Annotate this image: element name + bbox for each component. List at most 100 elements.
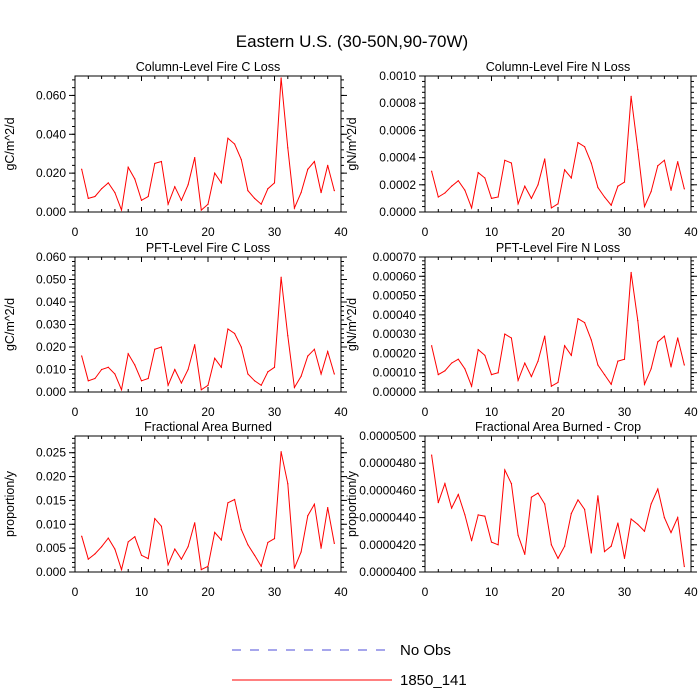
data-point	[497, 372, 499, 374]
data-point	[120, 209, 123, 211]
data-point	[637, 523, 639, 526]
data-point	[497, 544, 499, 546]
data-point	[220, 182, 222, 184]
data-point	[154, 162, 156, 165]
data-point	[444, 192, 446, 194]
data-point	[437, 502, 439, 504]
data-point	[490, 541, 493, 543]
data-point	[187, 184, 189, 186]
data-point	[207, 203, 209, 205]
data-point	[313, 503, 315, 505]
data-point	[610, 204, 612, 206]
chart-panel-5: Fractional Area Burned proportion/y 0 10 20 3…	[3, 420, 348, 599]
data-point	[101, 546, 103, 548]
y-tick-label: 0.0002	[379, 178, 416, 192]
data-point	[200, 569, 202, 571]
data-point	[320, 191, 322, 194]
x-tick-label: 0	[422, 585, 429, 599]
data-point	[280, 451, 282, 453]
data-point	[240, 158, 242, 161]
data-point	[313, 348, 315, 350]
x-tick-label: 30	[618, 585, 632, 599]
x-tick-label: 30	[268, 585, 282, 599]
data-point	[101, 188, 103, 190]
data-point	[451, 507, 453, 509]
y-tick-label: 0.0010	[379, 69, 416, 83]
plot-frame	[424, 256, 692, 393]
y-tick-label: 0.020	[36, 340, 66, 354]
data-point	[577, 499, 579, 501]
data-point	[550, 385, 552, 387]
y-tick-label: 0.010	[36, 517, 66, 531]
data-point	[114, 373, 116, 375]
data-point	[464, 368, 466, 370]
data-point	[643, 205, 646, 208]
data-point	[107, 366, 109, 368]
data-point	[107, 537, 109, 539]
data-point	[657, 341, 659, 343]
data-point	[247, 544, 249, 546]
data-point	[134, 364, 136, 366]
data-point	[650, 368, 652, 370]
data-point	[227, 137, 229, 139]
data-point	[557, 557, 559, 560]
data-point	[200, 389, 202, 391]
data-point	[564, 169, 566, 171]
data-point	[267, 541, 269, 544]
data-point	[154, 348, 156, 350]
data-point	[327, 506, 329, 509]
data-point	[637, 320, 639, 322]
data-point	[287, 335, 289, 337]
x-tick-label: 0	[72, 225, 79, 239]
x-tick-label: 20	[201, 225, 215, 239]
x-tick-label: 0	[422, 225, 429, 239]
data-point	[87, 197, 89, 199]
data-point	[537, 360, 539, 362]
data-point	[590, 552, 592, 554]
data-point	[327, 350, 329, 353]
data-point	[537, 492, 539, 494]
data-point	[477, 171, 479, 174]
data-point	[464, 514, 466, 516]
data-point	[510, 337, 513, 339]
data-point	[603, 374, 606, 376]
x-tick-label: 40	[684, 585, 698, 599]
chart-panel-6: Fractional Area Burned - Crop proportion/…	[345, 420, 698, 599]
data-point	[643, 530, 646, 532]
data-point	[530, 375, 533, 378]
y-tick-label: 0.020	[36, 470, 66, 484]
panel-title: Column-Level Fire C Loss	[136, 60, 281, 74]
data-point	[490, 197, 493, 199]
data-point	[240, 346, 242, 348]
data-point	[267, 188, 269, 190]
data-point	[214, 172, 216, 174]
data-point	[610, 545, 612, 547]
x-tick-label: 0	[422, 405, 429, 419]
data-point	[584, 321, 586, 324]
y-axis-label: gC/m^2/d	[3, 117, 17, 170]
data-point	[637, 148, 639, 151]
data-point	[610, 383, 612, 385]
x-tick-label: 10	[135, 405, 149, 419]
data-point	[234, 332, 236, 335]
figure-title: Eastern U.S. (30-50N,90-70W)	[236, 32, 468, 51]
data-point	[160, 346, 163, 348]
data-point	[87, 558, 89, 560]
x-tick-label: 10	[485, 585, 499, 599]
chart-panel-3: PFT-Level Fire C Loss gC/m^2/d 0 10 20 30 40 0.…	[3, 241, 348, 419]
y-axis-label: proportion/y	[3, 470, 17, 537]
x-tick-label: 30	[268, 225, 282, 239]
data-point	[504, 159, 506, 161]
data-point	[273, 182, 276, 184]
data-point	[94, 377, 96, 380]
data-point	[200, 209, 202, 211]
data-point	[470, 207, 473, 209]
data-point	[657, 488, 659, 490]
data-point	[510, 162, 513, 164]
data-point	[180, 199, 182, 201]
y-axis-label: proportion/y	[345, 470, 359, 537]
y-tick-label: 0.005	[36, 541, 66, 555]
data-point	[81, 168, 83, 170]
series-line-1850-141	[431, 272, 685, 389]
data-point	[220, 366, 222, 368]
